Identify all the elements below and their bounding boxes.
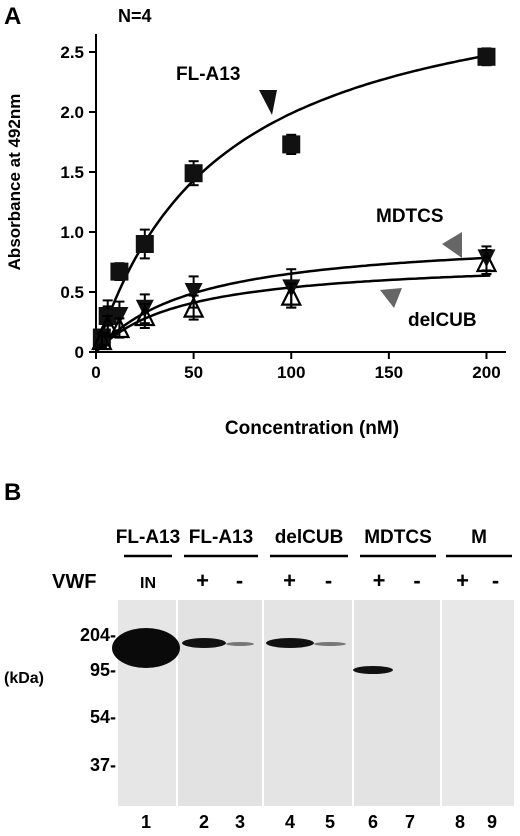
lane-number: 8 <box>455 812 465 832</box>
blot-condition-sign: - <box>492 568 499 593</box>
point-fl-a13 <box>282 135 301 154</box>
blot-condition-sign: + <box>373 568 386 593</box>
point-fl-a13 <box>477 47 496 66</box>
band-lane-6 <box>353 666 393 674</box>
fit-curve-mdtcs <box>95 256 491 353</box>
kda-unit-label: (kDa) <box>4 670 44 687</box>
lane-number: 6 <box>368 812 378 832</box>
panel-a-letter: A <box>4 3 21 30</box>
lane-number: 2 <box>199 812 209 832</box>
y-tick-label: 2.5 <box>60 43 84 62</box>
blot-condition-sign: IN <box>140 575 156 592</box>
blot-condition-sign: - <box>325 568 332 593</box>
blot-group-label: FL-A13 <box>116 527 180 548</box>
marker-54: 54- <box>90 707 116 727</box>
marker-37: 37- <box>90 755 116 775</box>
binding-plot: 0 50 100 150 200 0 0.5 1.0 1.5 2.0 2.5 <box>60 34 506 382</box>
data-points <box>91 47 498 351</box>
lane-number: 9 <box>487 812 497 832</box>
point-delcub <box>475 250 498 273</box>
y-tick-label: 0 <box>75 343 84 362</box>
blot-group-label: M <box>471 527 487 548</box>
y-tick-label: 1.0 <box>60 223 84 242</box>
point-delcub <box>134 304 156 327</box>
blot-group-label: delCUB <box>275 527 344 548</box>
arrowhead-delcub-icon <box>380 288 402 308</box>
point-mdtcs <box>184 283 203 301</box>
blot-panel-3 <box>264 600 352 806</box>
annotation-delcub: delCUB <box>408 310 477 331</box>
marker-95: 95- <box>90 660 116 680</box>
fit-curve-fl-a13 <box>94 53 491 353</box>
annotation-mdtcs: MDTCS <box>376 206 444 227</box>
sample-size-label: N=4 <box>118 6 152 26</box>
annotation-fl-a13: FL-A13 <box>176 64 240 85</box>
point-fl-a13 <box>110 262 129 281</box>
blot-panel-4 <box>354 600 440 806</box>
blot-membrane <box>112 600 514 806</box>
marker-204: 204- <box>80 625 116 645</box>
lane-number: 7 <box>405 812 415 832</box>
panel-b-letter: B <box>4 479 21 506</box>
point-delcub <box>91 328 113 351</box>
band-lane-5 <box>314 642 346 646</box>
blot-panel-5 <box>442 600 514 806</box>
blot-condition-sign: + <box>456 568 469 593</box>
vwf-condition-label: VWF <box>52 571 96 593</box>
band-lane-1 <box>112 628 180 668</box>
point-fl-a13 <box>184 164 203 183</box>
point-delcub <box>182 296 205 318</box>
arrowhead-fl-a13-icon <box>259 90 277 115</box>
lane-number: 3 <box>235 812 245 832</box>
point-delcub <box>96 314 119 336</box>
x-tick-label: 150 <box>375 363 403 382</box>
blot-condition-sign: + <box>196 568 209 593</box>
arrowhead-mdtcs-icon <box>442 232 462 258</box>
x-axis-label: Concentration (nM) <box>225 418 399 439</box>
blot-group-label: FL-A13 <box>189 527 253 548</box>
y-axis-label: Absorbance at 492nm <box>5 94 24 271</box>
y-tick-label: 2.0 <box>60 103 84 122</box>
point-mdtcs <box>110 307 129 325</box>
lane-number: 1 <box>141 812 151 832</box>
blot-condition-sign: + <box>283 568 296 593</box>
y-tick-label: 0.5 <box>60 283 84 302</box>
blot-condition-sign: - <box>413 568 420 593</box>
blot-condition-sign: - <box>236 568 243 593</box>
band-lane-4 <box>266 638 314 648</box>
x-tick-label: 50 <box>184 363 203 382</box>
x-tick-label: 100 <box>277 363 305 382</box>
lane-number: 4 <box>285 812 295 832</box>
blot-group-label: MDTCS <box>364 527 432 548</box>
band-lane-2 <box>182 638 226 648</box>
lane-number: 5 <box>325 812 335 832</box>
blot-panel-2 <box>178 600 262 806</box>
lane-numbers: 1 2 3 4 5 6 7 8 9 <box>141 812 497 832</box>
point-fl-a13 <box>135 235 154 253</box>
band-lane-3 <box>226 642 254 646</box>
x-tick-label: 0 <box>91 363 100 382</box>
x-tick-label: 200 <box>472 363 500 382</box>
point-delcub <box>108 316 131 339</box>
point-delcub <box>280 284 303 306</box>
plot-axes: 0 50 100 150 200 0 0.5 1.0 1.5 2.0 2.5 <box>60 34 506 382</box>
molecular-weight-markers: 204- 95- 54- 37- <box>80 625 116 775</box>
y-tick-label: 1.5 <box>60 163 84 182</box>
